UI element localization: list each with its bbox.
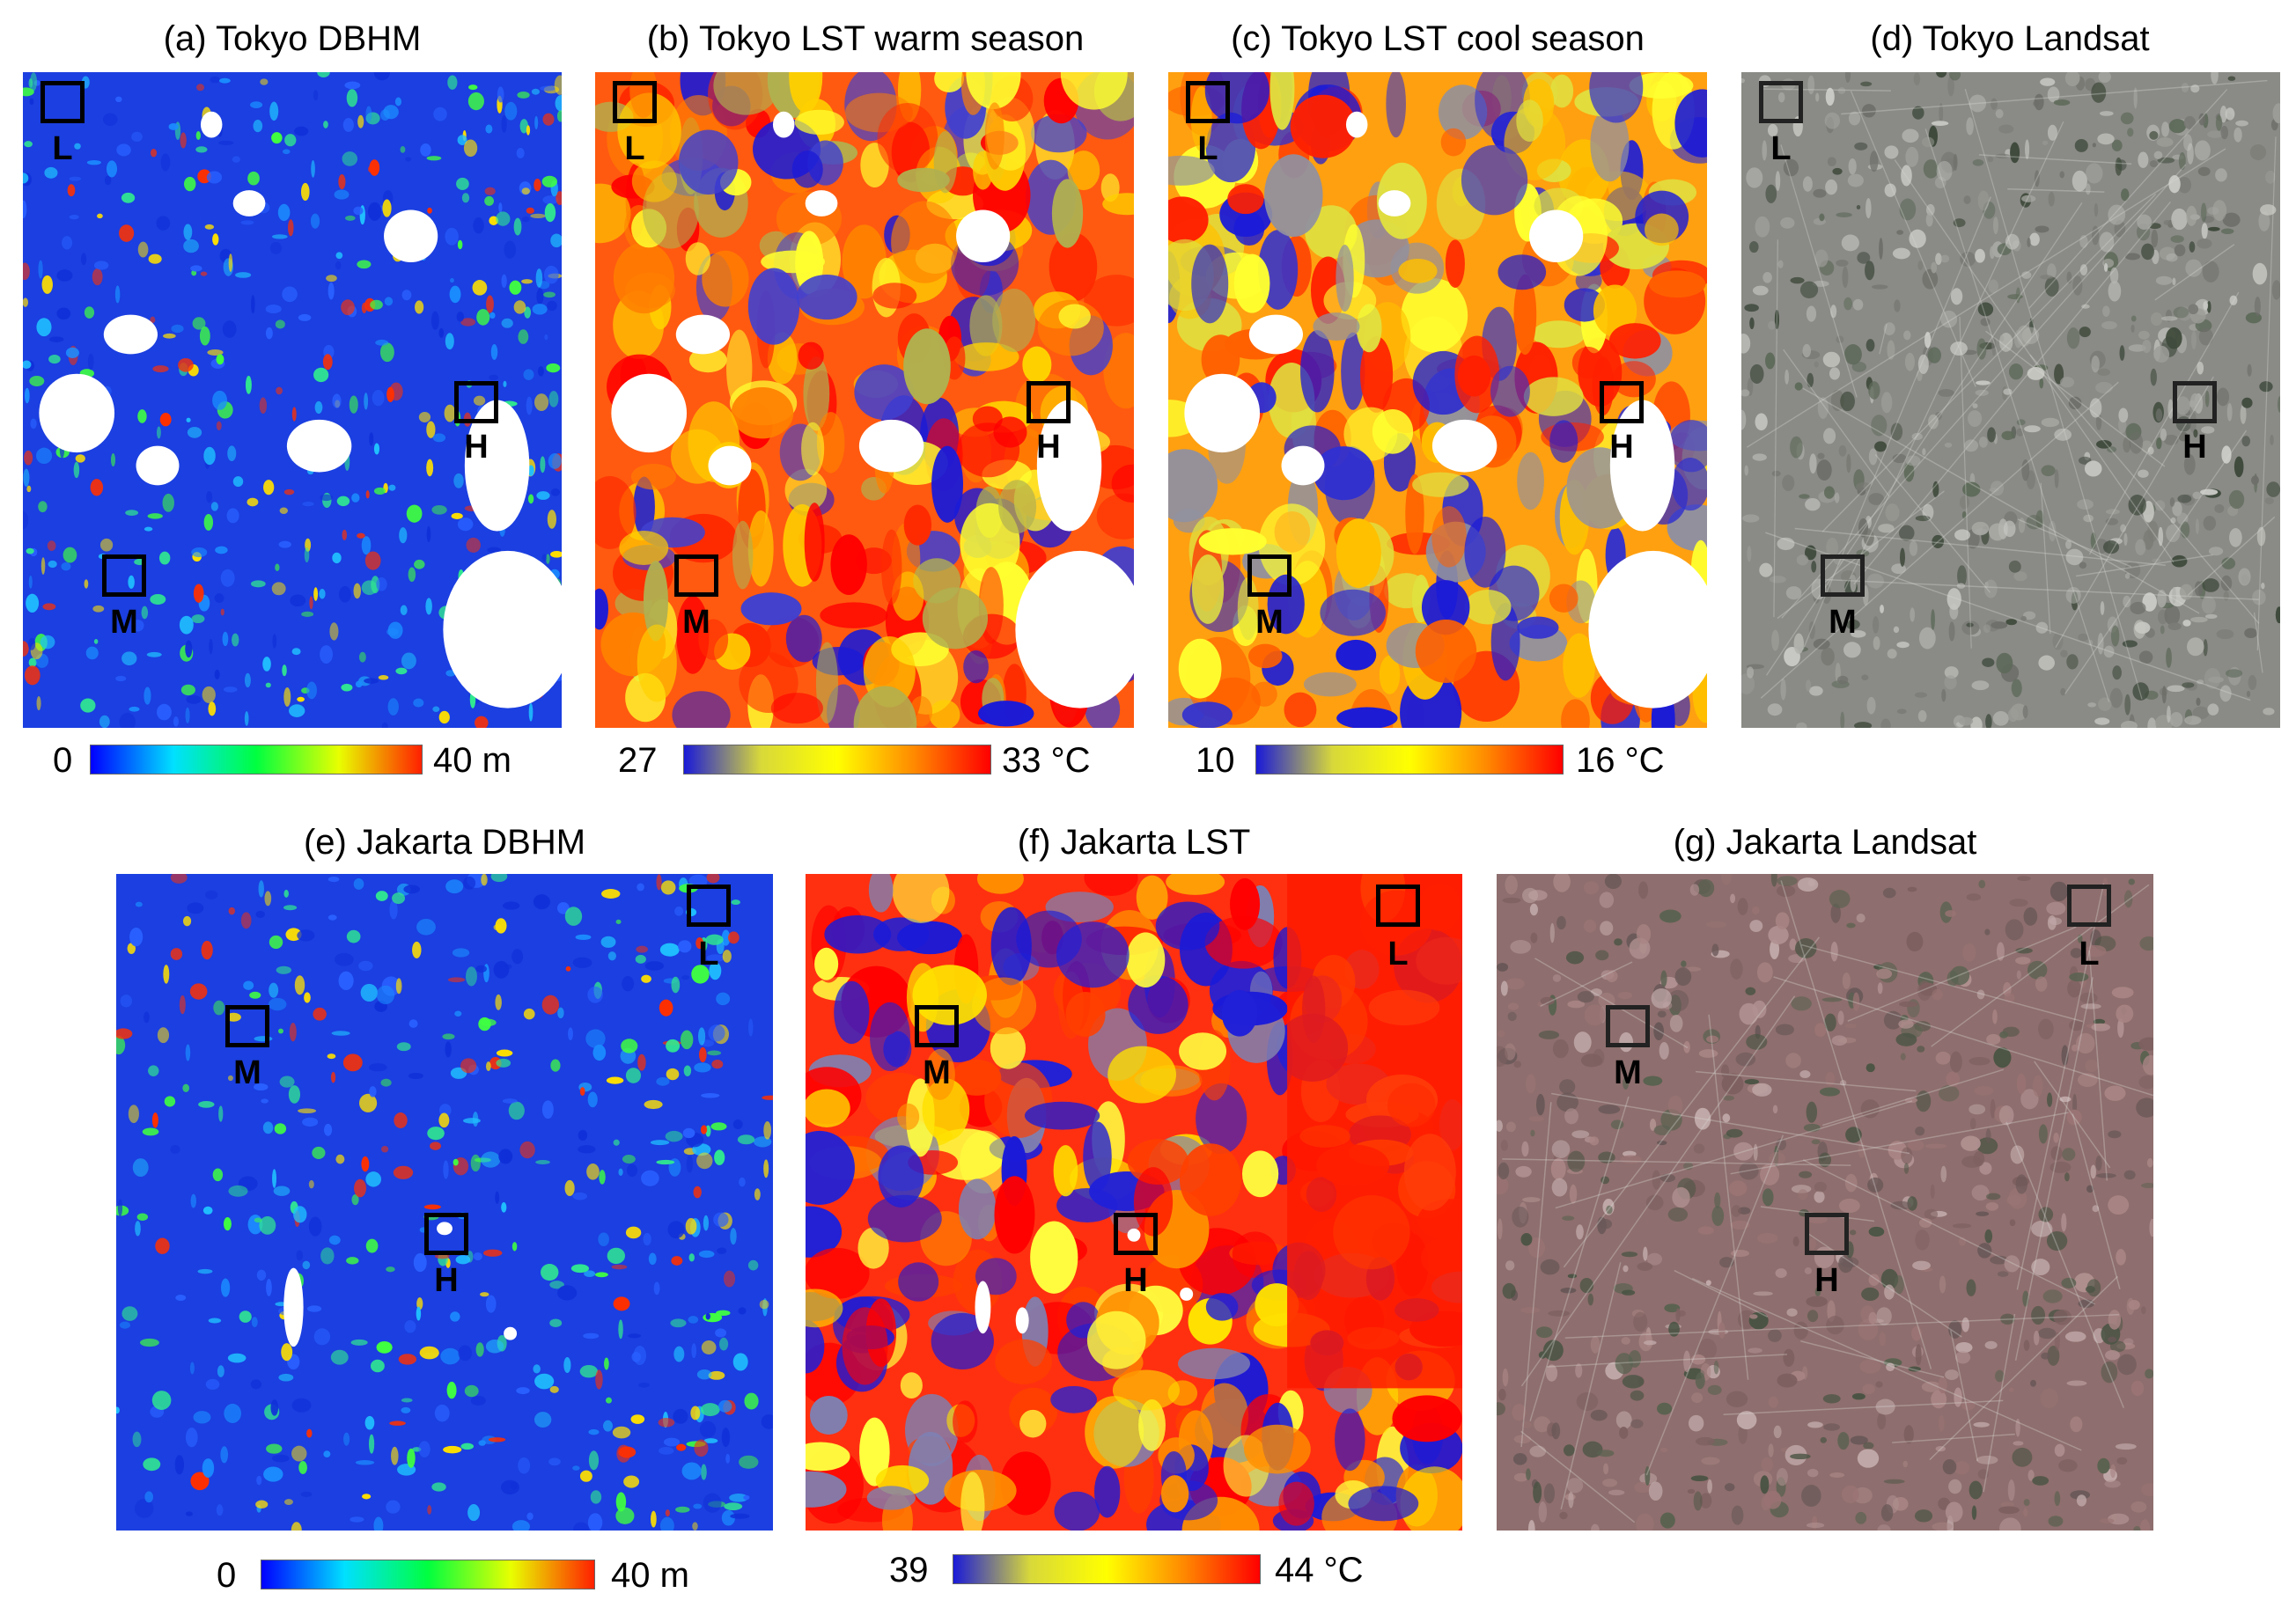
low-marker-label: L — [624, 130, 645, 167]
high-marker-label: H — [1036, 429, 1061, 466]
low-marker-label: L — [698, 936, 719, 973]
colorbar-gradient — [261, 1560, 595, 1589]
colorbar-gradient — [1255, 745, 1564, 774]
low-height-marker — [613, 81, 657, 123]
medium-height-marker — [915, 1005, 959, 1047]
panel-title: (f) Jakarta LST — [1017, 823, 1251, 862]
colorbar-gradient — [953, 1554, 1261, 1584]
high-height-marker — [1114, 1213, 1158, 1255]
low-height-marker — [1759, 81, 1803, 123]
high-marker-label: H — [2182, 429, 2207, 466]
medium-height-marker — [225, 1005, 269, 1047]
panel-title: (g) Jakarta Landsat — [1673, 823, 1977, 862]
high-height-marker — [424, 1213, 468, 1255]
high-height-marker — [1600, 381, 1644, 423]
colorbar-min: 27 — [618, 741, 658, 780]
jakarta-landsat-image — [1497, 874, 2153, 1531]
colorbar-max: 16 °C — [1576, 741, 1665, 780]
low-height-marker — [2067, 885, 2111, 927]
medium-marker-label: M — [1829, 604, 1857, 641]
colorbar-max: 33 °C — [1002, 741, 1091, 780]
panel-title: (a) Tokyo DBHM — [163, 19, 422, 58]
medium-marker-label: M — [1614, 1054, 1642, 1091]
tokyo-landsat-image — [1741, 72, 2280, 728]
high-height-marker — [454, 381, 498, 423]
panel-title: (b) Tokyo LST warm season — [646, 19, 1085, 58]
colorbar-max: 40 m — [433, 741, 511, 780]
tokyo-dbhm-map — [23, 72, 562, 728]
low-marker-label: L — [1197, 130, 1218, 167]
high-height-marker — [1027, 381, 1071, 423]
low-marker-label: L — [1770, 130, 1792, 167]
low-height-marker — [1186, 81, 1230, 123]
high-marker-label: H — [1609, 429, 1634, 466]
colorbar-max: 44 °C — [1275, 1551, 1364, 1589]
low-height-marker — [40, 81, 85, 123]
medium-height-marker — [674, 554, 718, 597]
medium-marker-label: M — [233, 1054, 261, 1091]
tokyo-lst-warm-map — [595, 72, 1134, 728]
medium-height-marker — [1247, 554, 1292, 597]
jakarta-lst-map — [806, 874, 1462, 1531]
colorbar-min: 39 — [889, 1551, 929, 1589]
jakarta-dbhm-map — [116, 874, 773, 1531]
colorbar-min: 0 — [217, 1556, 237, 1595]
medium-height-marker — [1821, 554, 1865, 597]
colorbar-min: 0 — [53, 741, 73, 780]
high-marker-label: H — [1123, 1262, 1148, 1299]
colorbar-gradient — [683, 745, 991, 774]
tokyo-lst-cool-map — [1168, 72, 1707, 728]
colorbar-min: 10 — [1196, 741, 1235, 780]
high-height-marker — [2173, 381, 2217, 423]
panel-title: (c) Tokyo LST cool season — [1231, 19, 1645, 58]
panel-title: (e) Jakarta DBHM — [303, 823, 586, 862]
high-height-marker — [1805, 1213, 1849, 1255]
panel-title: (d) Tokyo Landsat — [1870, 19, 2150, 58]
colorbar-max: 40 m — [611, 1556, 689, 1595]
high-marker-label: H — [464, 429, 489, 466]
medium-marker-label: M — [1255, 604, 1284, 641]
low-marker-label: L — [1387, 936, 1409, 973]
low-marker-label: L — [2079, 936, 2100, 973]
low-height-marker — [1376, 885, 1420, 927]
low-height-marker — [687, 885, 731, 927]
medium-marker-label: M — [923, 1054, 951, 1091]
high-marker-label: H — [1814, 1262, 1839, 1299]
medium-height-marker — [102, 554, 146, 597]
low-marker-label: L — [52, 130, 73, 167]
colorbar-gradient — [90, 745, 423, 774]
high-marker-label: H — [434, 1262, 459, 1299]
medium-marker-label: M — [682, 604, 710, 641]
medium-height-marker — [1606, 1005, 1650, 1047]
medium-marker-label: M — [110, 604, 138, 641]
